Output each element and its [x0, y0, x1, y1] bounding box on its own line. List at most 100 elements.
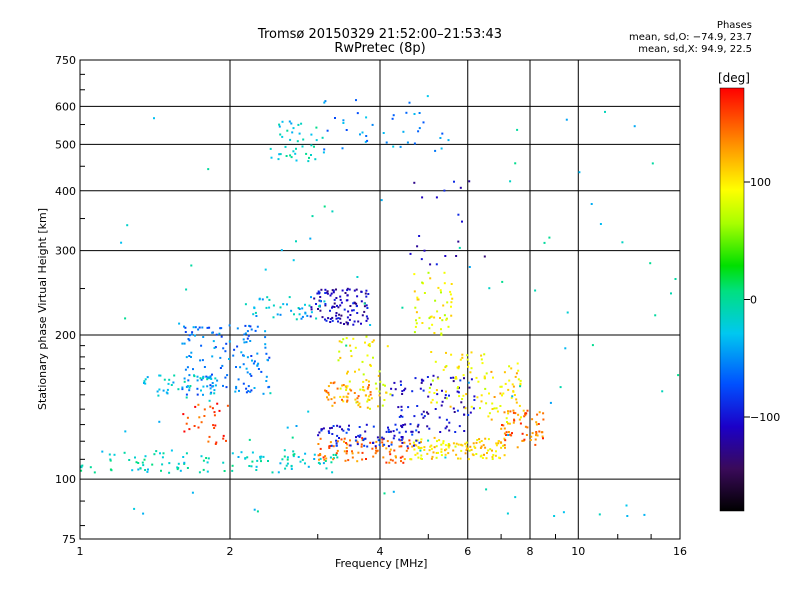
data-point — [194, 405, 197, 408]
data-point — [142, 464, 145, 467]
data-point — [144, 378, 147, 381]
data-point — [423, 249, 426, 252]
data-point — [158, 420, 161, 423]
data-point — [383, 492, 386, 495]
data-point — [187, 379, 190, 382]
data-point — [470, 448, 473, 451]
data-point — [507, 431, 510, 433]
data-point — [264, 346, 267, 349]
data-point — [565, 118, 568, 121]
data-point — [242, 382, 245, 385]
data-point — [209, 387, 212, 390]
data-point — [144, 382, 147, 385]
data-point — [452, 442, 455, 445]
data-point — [232, 354, 235, 357]
data-point — [443, 314, 446, 317]
data-point — [281, 120, 284, 123]
data-point — [300, 317, 303, 320]
data-point — [331, 316, 334, 319]
data-point — [511, 395, 514, 398]
data-point — [270, 156, 273, 159]
data-point — [499, 441, 502, 444]
data-point — [347, 310, 350, 313]
data-point — [344, 292, 347, 294]
data-point — [385, 430, 388, 433]
data-point — [484, 437, 487, 440]
data-point — [325, 319, 328, 322]
data-point — [299, 460, 302, 463]
data-point — [330, 398, 333, 401]
data-point — [542, 412, 545, 415]
data-point — [529, 439, 532, 441]
data-point — [449, 405, 452, 408]
data-point — [301, 458, 304, 461]
data-point — [522, 439, 525, 442]
data-point — [286, 456, 289, 459]
data-point — [399, 380, 402, 383]
data-point — [362, 439, 365, 442]
data-point — [444, 444, 447, 447]
data-point — [368, 345, 371, 348]
data-point — [444, 394, 447, 397]
data-point — [245, 341, 248, 344]
x-tick-label: 4 — [377, 545, 384, 558]
data-point — [240, 451, 243, 454]
data-point — [319, 300, 322, 303]
data-point — [421, 281, 424, 284]
data-point — [439, 431, 442, 433]
data-point — [488, 392, 490, 395]
data-point — [430, 401, 433, 404]
data-point — [319, 462, 321, 465]
data-point — [408, 439, 411, 442]
data-point — [413, 448, 416, 451]
data-point — [422, 389, 425, 392]
data-point — [286, 462, 289, 465]
data-point — [383, 399, 386, 401]
data-point — [327, 398, 330, 401]
data-point — [508, 422, 511, 425]
data-point — [196, 387, 199, 390]
data-point — [480, 440, 483, 442]
data-point — [208, 435, 211, 438]
data-point — [346, 316, 349, 319]
data-point — [633, 125, 636, 128]
data-point — [331, 306, 333, 309]
data-point — [448, 394, 450, 397]
data-point — [362, 380, 365, 383]
data-point — [501, 394, 503, 397]
data-point — [219, 356, 222, 359]
data-point — [80, 466, 83, 469]
data-point — [360, 322, 362, 325]
data-point — [333, 306, 336, 308]
data-point — [205, 375, 208, 378]
data-point — [409, 458, 412, 461]
data-point — [349, 444, 352, 447]
data-point — [212, 385, 215, 388]
data-point — [323, 101, 326, 104]
data-point — [392, 114, 395, 117]
data-point — [199, 377, 202, 380]
data-point — [200, 344, 203, 347]
data-point — [368, 343, 371, 345]
data-point — [363, 444, 366, 447]
data-point — [328, 447, 331, 449]
data-point — [371, 341, 374, 343]
data-point — [308, 156, 310, 159]
data-point — [159, 374, 162, 377]
data-point — [484, 446, 487, 449]
data-point — [342, 122, 345, 124]
data-point — [416, 296, 419, 299]
data-point — [350, 355, 353, 358]
data-point — [318, 291, 321, 294]
data-point — [198, 471, 201, 474]
data-point — [394, 455, 397, 458]
data-point — [231, 464, 234, 467]
data-point — [250, 355, 253, 357]
data-point — [352, 309, 355, 312]
data-point — [493, 407, 496, 410]
data-point — [343, 450, 346, 453]
data-point — [365, 135, 368, 137]
data-point — [304, 452, 307, 455]
data-point — [251, 451, 254, 454]
data-point — [371, 447, 374, 450]
